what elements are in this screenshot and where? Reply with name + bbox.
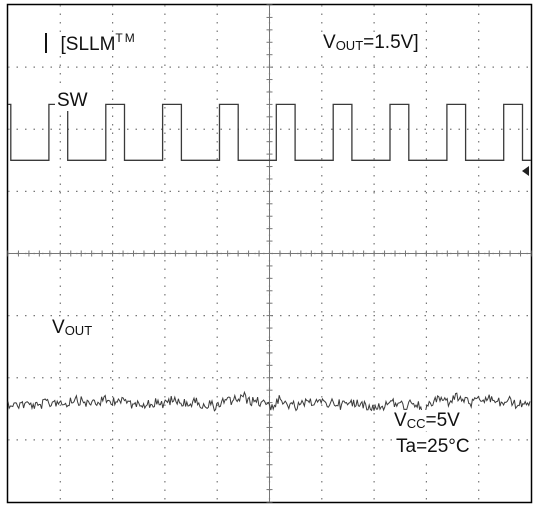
vout-trace-sub: OUT [64,323,93,338]
mode-label: [SLLMTM [43,32,139,55]
sw-trace-label: SW [55,90,90,111]
mode-trademark: TM [115,31,137,45]
vout-setting-sub: OUT [335,38,364,53]
trace-vout [7,390,531,413]
mode-prefix: [SLLM [60,34,116,55]
vcc-value: =5V [425,410,460,431]
cursor-bar [45,33,47,53]
traces [7,103,531,413]
center-axes [7,4,532,503]
vout-setting-v: V [323,32,336,53]
ta-text: Ta=25°C [396,436,470,457]
trigger-level-marker [522,166,529,176]
vcc-sub: CC [406,416,426,431]
vout-setting-value: =1.5V] [363,32,419,53]
graticule [7,4,532,503]
vout-trace-v: V [52,317,65,338]
vcc-label: VCC=5V [392,410,462,431]
ta-label: Ta=25°C [394,436,472,457]
trace-sw [8,103,531,161]
vout-trace-label: VOUT [50,317,95,338]
sw-label-text: SW [57,90,88,111]
vout-setting-label: VOUT=1.5V] [321,32,421,53]
vcc-v: V [394,410,407,431]
